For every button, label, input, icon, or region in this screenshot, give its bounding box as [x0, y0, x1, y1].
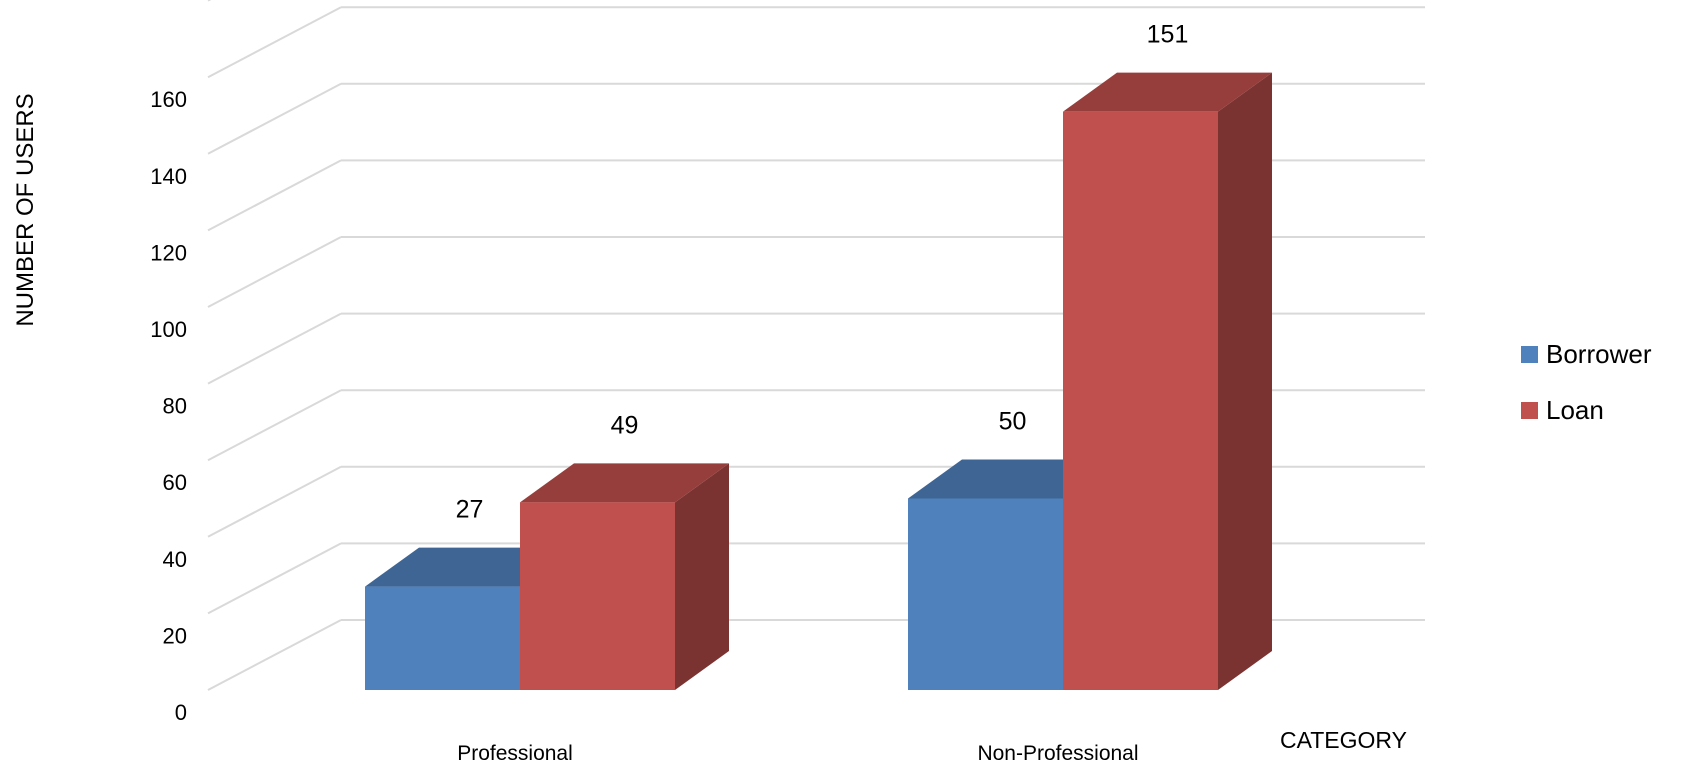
bar-side-face — [675, 463, 729, 690]
y-tick-label: 100 — [150, 317, 187, 342]
x-tick-label-1: Non-Professional — [977, 742, 1138, 765]
legend-swatch-borrower — [1521, 345, 1538, 363]
y-tick-label: 40 — [163, 547, 187, 572]
bar-front-face — [365, 586, 520, 690]
x-axis-ticks: Professional Non-Professional — [457, 742, 1138, 765]
x-axis-title: CATEGORY — [1280, 727, 1407, 753]
y-axis-title-text: NUMBER OF USERS — [12, 93, 39, 327]
y-tick-label: 160 — [150, 87, 187, 112]
bar-loan-1 — [1063, 72, 1272, 691]
gridline-side — [207, 159, 342, 232]
bar-top-face — [520, 463, 729, 503]
y-tick-label: 140 — [150, 164, 187, 189]
legend-item-loan: Loan — [1521, 394, 1651, 425]
y-tick-label: 120 — [150, 240, 187, 265]
bar-side-face — [1218, 72, 1272, 691]
data-label-borrower-1: 50 — [999, 408, 1027, 436]
y-axis-ticks: 0 20 40 60 80 100 120 140 160 — [150, 87, 187, 725]
legend-item-borrower: Borrower — [1521, 338, 1652, 369]
data-labels: 27 49 50 151 — [456, 21, 1189, 524]
bars — [365, 72, 1272, 691]
bar-top-face — [1063, 72, 1272, 112]
gridline-side — [207, 0, 212, 2]
gridline-side — [207, 465, 342, 538]
y-tick-label: 20 — [163, 623, 187, 648]
gridline-side — [207, 389, 342, 462]
legend: Borrower Loan — [1521, 338, 1652, 452]
gridline-side — [207, 619, 342, 691]
legend-label-borrower: Borrower — [1546, 338, 1652, 369]
data-label-loan-0: 49 — [611, 411, 639, 439]
bar-front-face — [908, 498, 1063, 690]
gridline-side — [207, 82, 342, 155]
gridline-side — [207, 542, 342, 615]
bar-loan-0 — [520, 463, 729, 690]
bar-front-face — [1063, 111, 1218, 691]
gridline-side — [207, 6, 342, 79]
y-tick-label: 0 — [175, 700, 187, 725]
data-label-borrower-0: 27 — [456, 496, 484, 524]
y-tick-label: 80 — [163, 394, 187, 419]
bar-front-face — [520, 502, 675, 690]
gridline-side — [207, 312, 342, 385]
x-tick-label-0: Professional — [457, 742, 573, 765]
data-label-loan-1: 151 — [1147, 21, 1189, 49]
legend-label-loan: Loan — [1546, 394, 1604, 425]
legend-swatch-loan — [1521, 401, 1538, 419]
gridline-side — [207, 236, 342, 308]
y-tick-label: 60 — [163, 470, 187, 495]
